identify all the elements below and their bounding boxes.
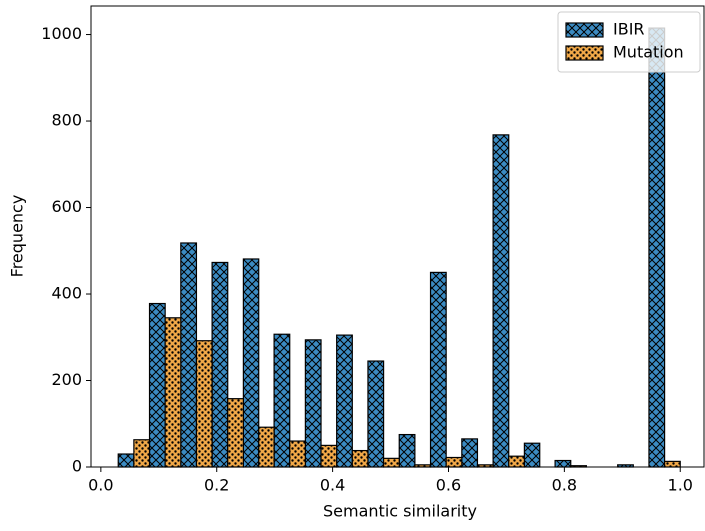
x-tick-label: 0.2: [204, 476, 229, 495]
bar-hatch: [242, 258, 260, 468]
bar-hatch: [648, 27, 666, 468]
bar-hatch: [148, 302, 166, 468]
x-tick-label: 0.0: [88, 476, 113, 495]
bar-hatch: [320, 444, 338, 468]
legend-label: Mutation: [613, 43, 684, 62]
x-axis-label: Semantic similarity: [323, 502, 477, 521]
legend-swatch-hatch: [565, 45, 604, 61]
bar-hatch: [117, 453, 135, 468]
bar-hatch: [382, 457, 400, 468]
bar-hatch: [664, 460, 681, 468]
bar-hatch: [367, 360, 385, 468]
bar-hatch: [554, 459, 572, 468]
y-tick-label: 400: [51, 284, 82, 303]
bar-hatch: [227, 398, 244, 468]
bar-hatch: [195, 340, 213, 468]
bar-hatch: [398, 433, 416, 468]
x-tick-label: 0.4: [320, 476, 345, 495]
x-tick-label: 0.6: [436, 476, 461, 495]
bar-hatch: [445, 456, 463, 468]
x-tick-label: 1.0: [668, 476, 693, 495]
plot-frame: [90, 5, 705, 468]
bar-hatch: [133, 439, 151, 468]
bar-hatch: [461, 438, 479, 468]
legend-label: IBIR: [613, 20, 645, 39]
bar-hatch: [164, 317, 182, 468]
y-tick-label: 600: [51, 197, 82, 216]
bar-hatch: [258, 426, 275, 468]
bar-hatch: [273, 333, 291, 468]
bar-hatch: [492, 134, 510, 468]
y-tick-label: 0: [72, 457, 82, 476]
bar-hatch: [304, 339, 322, 468]
bar-hatch: [429, 271, 447, 468]
bar-hatch: [211, 261, 229, 468]
bar-hatch: [336, 334, 353, 468]
legend-swatch-hatch: [565, 22, 604, 38]
y-tick-label: 1000: [41, 24, 82, 43]
bar-hatch: [180, 242, 198, 468]
bar-hatch: [523, 442, 541, 468]
y-tick-label: 800: [51, 111, 82, 130]
bar-hatch: [351, 449, 369, 468]
y-axis-label: Frequency: [8, 195, 27, 278]
y-tick-label: 200: [51, 370, 82, 389]
bar-hatch: [508, 455, 525, 468]
bar-hatch: [289, 440, 306, 468]
x-tick-label: 0.8: [552, 476, 577, 495]
